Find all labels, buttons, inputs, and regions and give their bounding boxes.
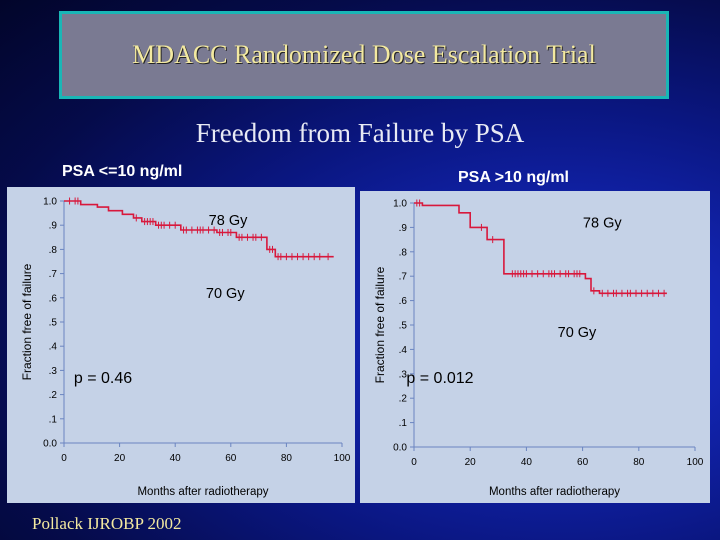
x-tick-label: 60: [225, 453, 237, 464]
y-tick-label: 1.0: [393, 199, 407, 210]
x-tick-label: 60: [577, 457, 589, 468]
x-axis-label: Months after radiotherapy: [489, 486, 620, 498]
y-tick-label: .6: [399, 296, 408, 307]
chart-background-left: [7, 187, 355, 503]
x-tick-label: 0: [61, 453, 67, 464]
km-chart-left: 0.0 .1 .2 .3 .4 .5 .6 .7 .8 .9 1.0 0 20 40 60 80 100 Mont…: [20, 197, 351, 499]
y-tick-label: .4: [49, 342, 58, 353]
x-tick-label: 80: [281, 453, 293, 464]
curve-label-78-gy: 78 Gy: [209, 213, 248, 229]
y-tick-label: 0.0: [43, 439, 57, 450]
y-tick-label: .1: [49, 414, 58, 425]
y-tick-label: .9: [399, 223, 408, 234]
survival-curve-78-gy: [64, 200, 334, 258]
y-tick-label: .8: [49, 245, 58, 256]
km-chart-right: 0.0 .1 .2 .3 .4 .5 .6 .7 .8 .9 1.0 0 20 40 60 80 100 Mont…: [373, 199, 704, 499]
slide-title: MDACC Randomized Dose Escalation Trial: [132, 40, 596, 69]
x-tick-label: 80: [633, 457, 645, 468]
y-tick-label: .5: [49, 318, 58, 329]
x-tick-label: 40: [521, 457, 533, 468]
y-tick-label: .5: [399, 321, 408, 332]
citation: Pollack IJROBP 2002: [32, 514, 182, 533]
p-value: p = 0.46: [74, 370, 132, 387]
y-axis-label: Fraction free of failure: [373, 266, 387, 383]
panel-label-right: PSA >10 ng/ml: [458, 169, 569, 186]
title-box: MDACC Randomized Dose Escalation Trial: [59, 11, 669, 99]
curve-label-70-gy: 70 Gy: [558, 325, 597, 341]
y-tick-label: .1: [399, 418, 408, 429]
x-tick-label: 100: [687, 457, 704, 468]
y-tick-label: .9: [49, 221, 58, 232]
chart-background-right: [360, 191, 710, 503]
x-tick-label: 40: [170, 453, 182, 464]
y-tick-label: 1.0: [43, 197, 57, 208]
y-tick-label: .2: [399, 394, 408, 405]
y-tick-label: 0.0: [393, 443, 407, 454]
y-tick-label: .4: [399, 345, 408, 356]
x-tick-label: 0: [411, 457, 417, 468]
p-value: p = 0.012: [406, 370, 473, 387]
slide-subtitle: Freedom from Failure by PSA: [195, 118, 525, 148]
x-tick-label: 20: [114, 453, 126, 464]
y-tick-label: .3: [399, 369, 408, 380]
y-tick-label: .8: [399, 247, 408, 258]
x-axis-label: Months after radiotherapy: [137, 486, 268, 498]
y-tick-label: .7: [49, 269, 58, 280]
curve-label-70-gy: 70 Gy: [206, 286, 245, 302]
y-tick-label: .3: [49, 366, 58, 377]
survival-curve-78-gy: [414, 202, 667, 295]
y-tick-label: .6: [49, 293, 58, 304]
x-tick-label: 100: [334, 453, 351, 464]
panel-label-left: PSA <=10 ng/ml: [62, 163, 183, 180]
y-tick-label: .7: [399, 272, 408, 283]
y-tick-label: .2: [49, 390, 58, 401]
x-tick-label: 20: [465, 457, 477, 468]
curve-label-78-gy: 78 Gy: [583, 215, 622, 231]
y-axis-label: Fraction free of failure: [20, 263, 34, 380]
